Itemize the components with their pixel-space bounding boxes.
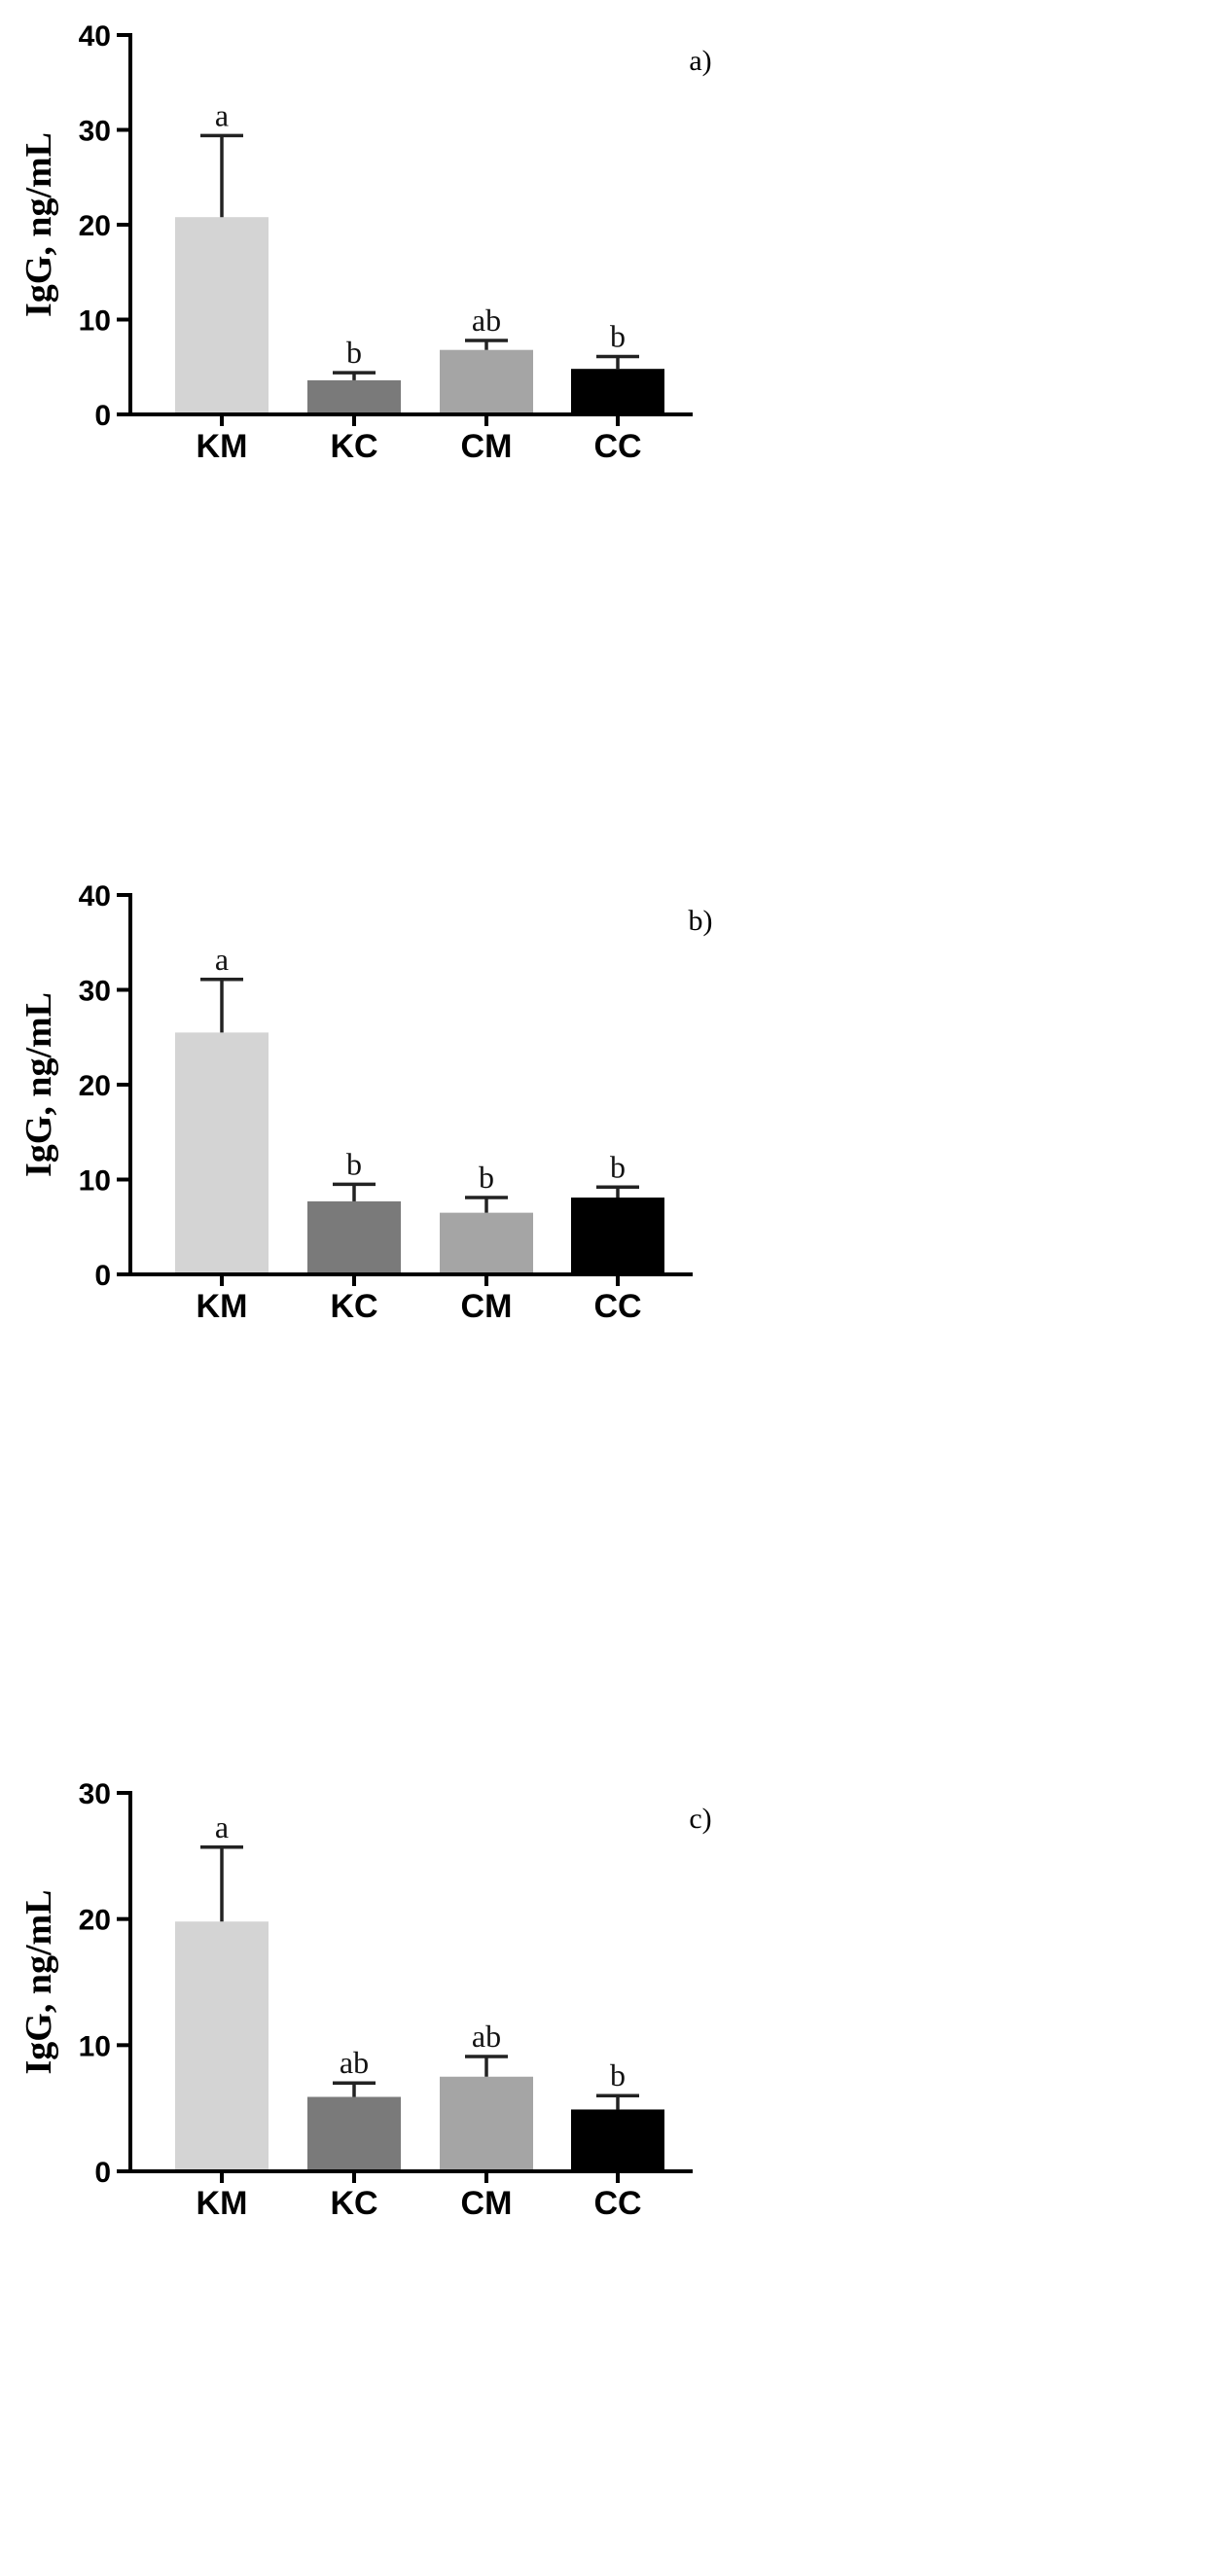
bar-kc [307,1200,401,1274]
x-tick-label: KM [197,2185,248,2222]
y-tick-label: 30 [79,976,111,1008]
x-tick-label: CM [461,2185,513,2222]
x-tick-label: KM [197,1288,248,1325]
x-tick-label: CC [593,2185,641,2222]
x-tick-label: KC [330,1288,377,1325]
y-tick-label: 40 [79,20,111,53]
x-tick-label: KM [197,428,248,465]
significance-label: ab [472,303,501,338]
panel-label: b) [689,905,713,937]
y-tick-label: 20 [79,1070,111,1102]
y-tick-label: 10 [79,305,111,338]
y-axis-title: IgG, ng/mL [18,1889,59,2074]
y-tick-label: 20 [79,210,111,242]
bar-km [175,217,269,414]
y-tick-label: 0 [94,1260,111,1292]
bar-kc [307,379,401,414]
x-tick-label: CC [593,428,641,465]
bar-kc [307,2096,401,2171]
significance-label: b [610,2057,626,2093]
x-tick-label: CM [461,428,513,465]
x-tick-label: CM [461,1288,513,1325]
y-axis-title: IgG, ng/mL [18,992,59,1177]
bar-km [175,1921,269,2171]
y-tick-label: 20 [79,1905,111,1937]
panel-label: a) [689,45,711,77]
x-tick-label: KC [330,428,377,465]
y-tick-label: 30 [79,1778,111,1810]
significance-label: a [215,97,229,132]
y-tick-label: 0 [94,2157,111,2189]
bar-cm [440,2076,533,2171]
bar-cc [571,369,664,414]
significance-label: a [215,942,229,977]
significance-label: b [479,1160,494,1195]
significance-label: b [346,1146,362,1181]
x-tick-label: KC [330,2185,377,2222]
bar-km [175,1032,269,1274]
y-tick-label: 10 [79,1165,111,1198]
y-tick-label: 0 [94,400,111,432]
significance-label: b [610,319,626,354]
significance-label: b [346,335,362,370]
bar-cm [440,1212,533,1274]
panel-label: c) [689,1803,711,1835]
bar-cc [571,2109,664,2171]
significance-label: ab [340,2045,369,2080]
bar-cc [571,1198,664,1274]
significance-label: b [610,1149,626,1184]
bar-cm [440,349,533,414]
y-tick-label: 10 [79,2030,111,2062]
significance-label: ab [472,2019,501,2054]
y-tick-label: 40 [79,880,111,912]
x-tick-label: CC [593,1288,641,1325]
y-axis-title: IgG, ng/mL [18,132,59,317]
significance-label: a [215,1809,229,1844]
y-tick-label: 30 [79,116,111,148]
